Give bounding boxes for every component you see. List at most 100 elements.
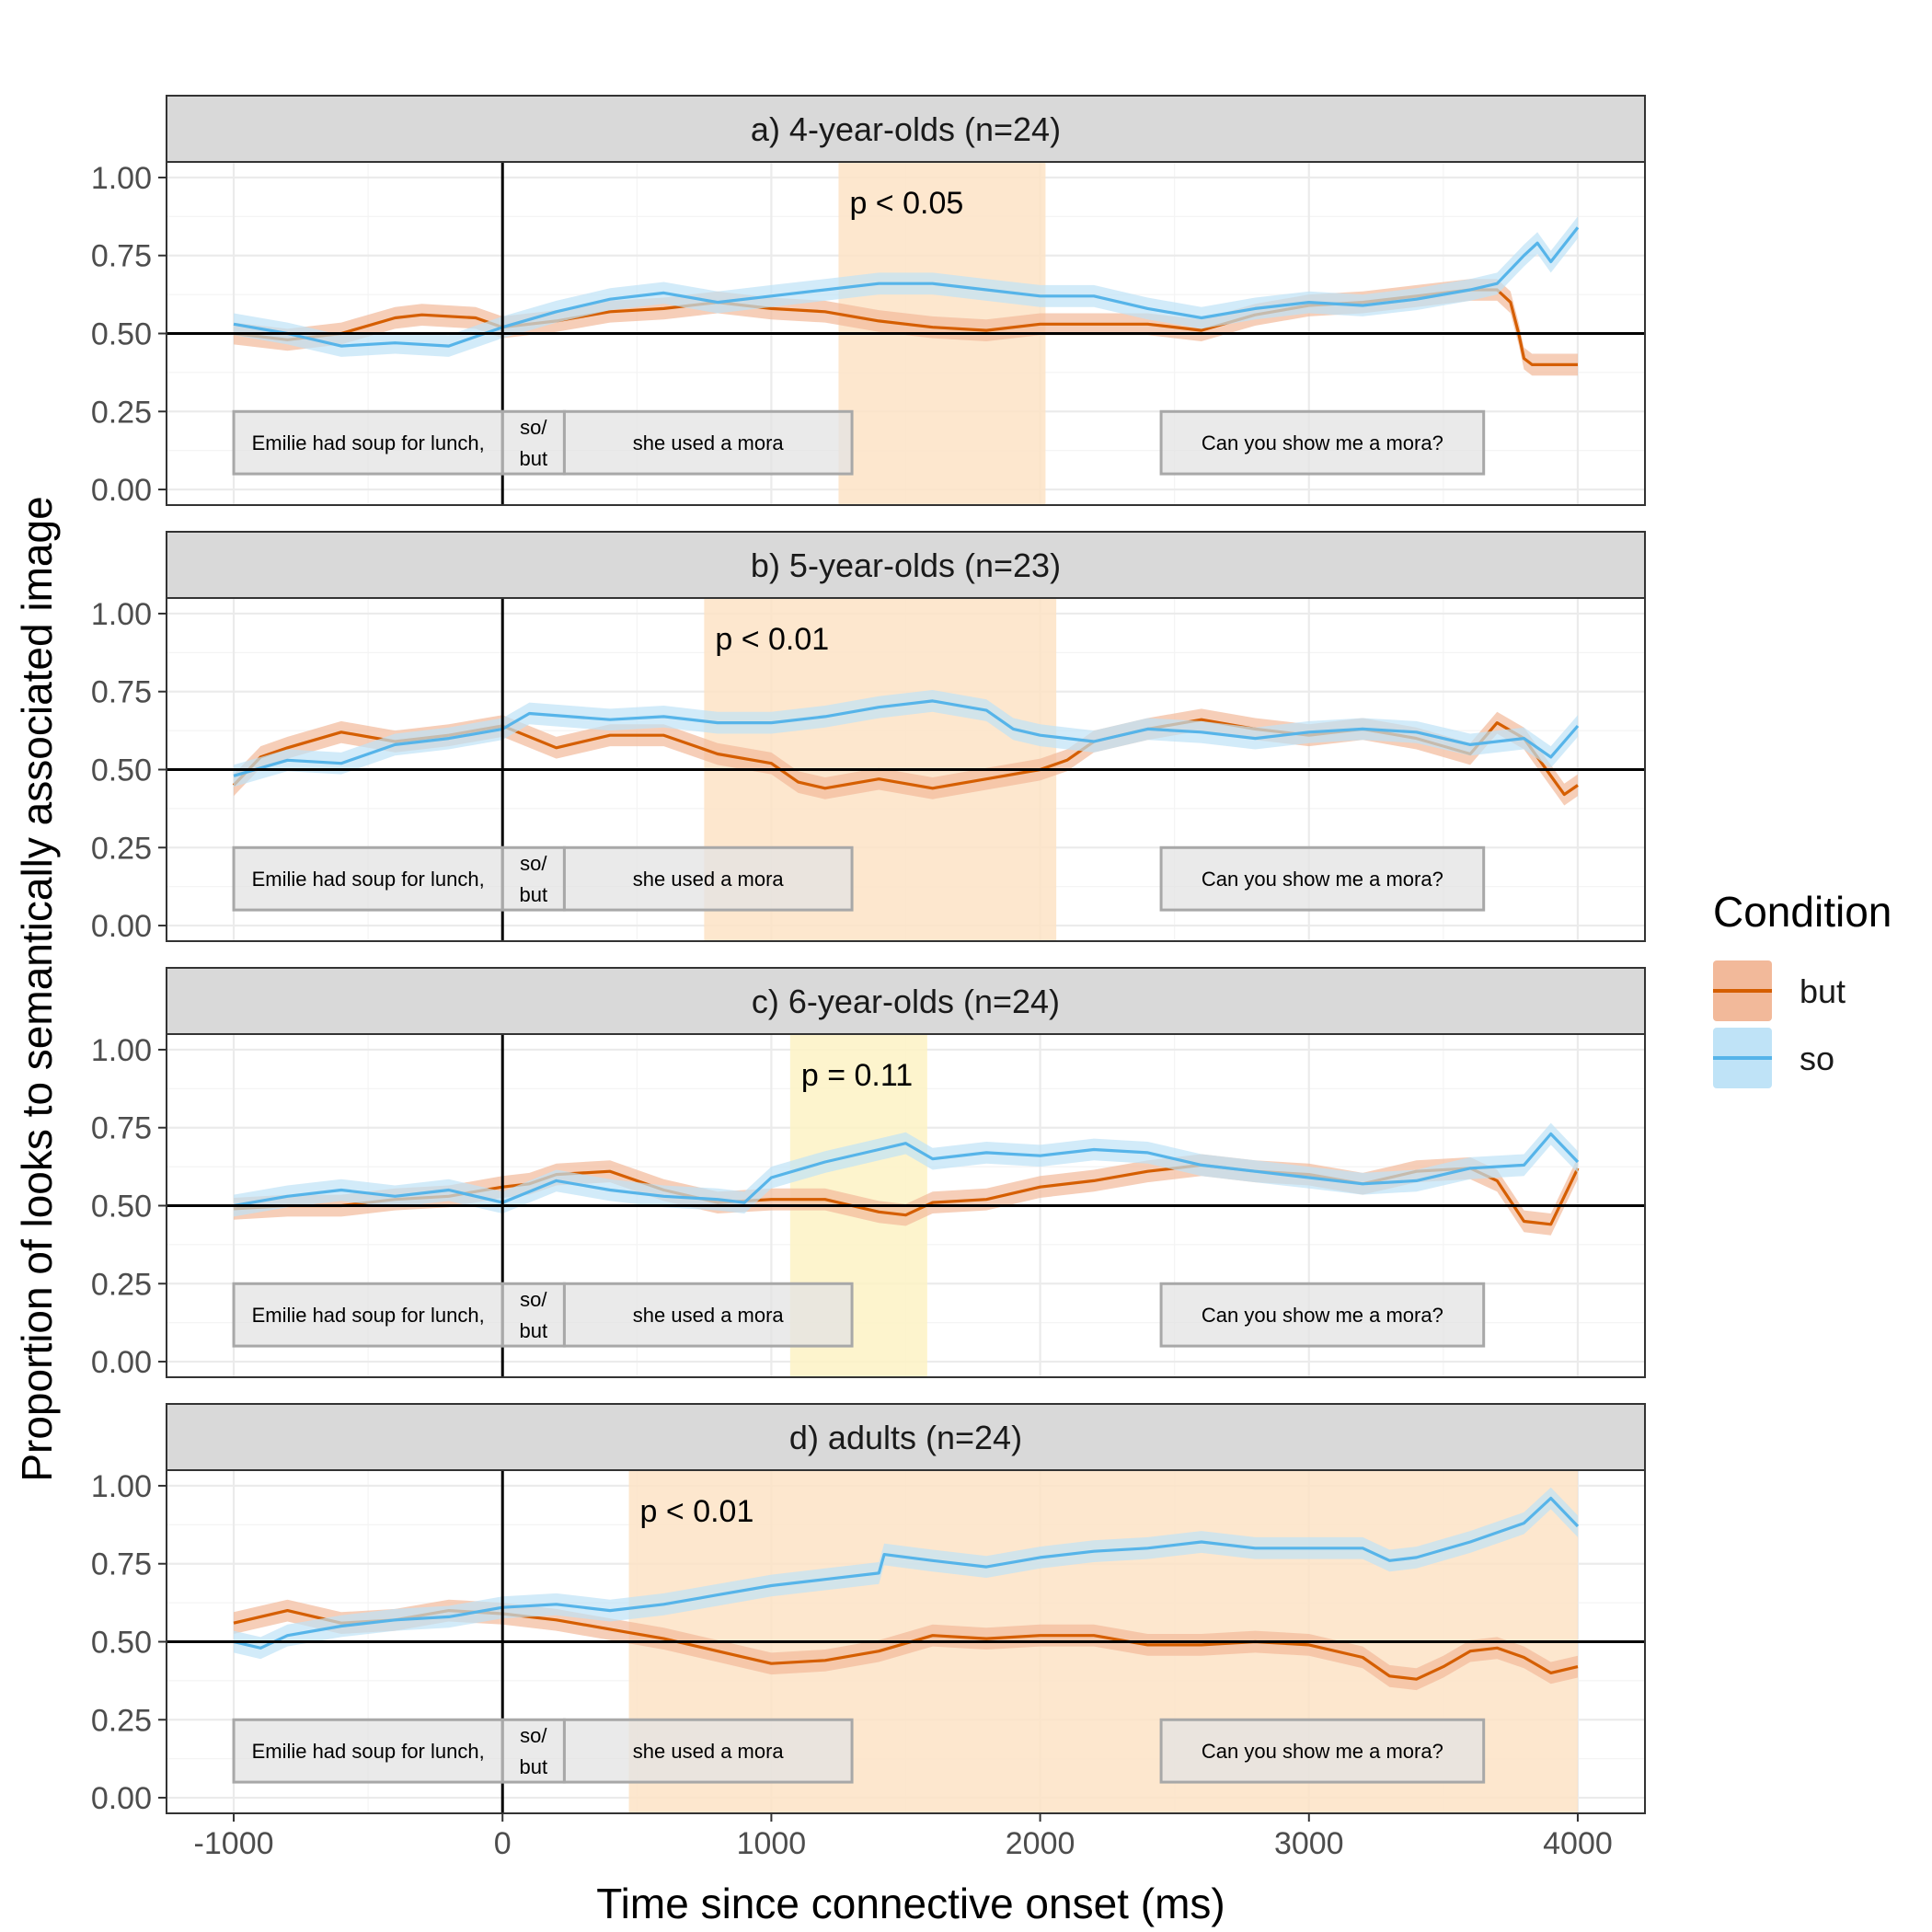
confidence-band-so	[234, 1122, 1578, 1217]
segment-text: she used a mora	[633, 1740, 785, 1763]
segment-box	[1159, 1282, 1486, 1348]
panel-strip	[166, 1403, 1646, 1471]
y-tick-label: 0.50	[91, 753, 152, 788]
x-tick-label: 1000	[737, 1826, 807, 1861]
segment-box	[500, 1282, 566, 1348]
segment-box	[232, 1282, 504, 1348]
sentence-segment: Can you show me a mora?	[1159, 409, 1486, 476]
segment-text: so/	[520, 416, 547, 439]
sentence-segment: Emilie had soup for lunch,	[232, 1718, 504, 1784]
legend-title: Condition	[1713, 888, 1892, 936]
segment-text: so/	[520, 1724, 547, 1747]
x-tick-label: 3000	[1274, 1826, 1344, 1861]
p-value-label: p < 0.01	[715, 622, 829, 657]
sentence-segment: so/but	[500, 409, 566, 476]
x-tick-label: 0	[494, 1826, 512, 1861]
segment-text: but	[520, 1319, 548, 1342]
y-tick-label: 0.75	[91, 1111, 152, 1146]
y-tick-label: 0.75	[91, 1547, 152, 1582]
segment-box	[500, 1718, 566, 1784]
p-value-label: p = 0.11	[801, 1058, 913, 1093]
x-tick-label: 2000	[1006, 1826, 1075, 1861]
y-tick-label: 1.00	[91, 1469, 152, 1504]
x-axis: -1000 0 1000 2000 3000 4000	[194, 1813, 1613, 1861]
segment-box	[562, 1718, 854, 1784]
y-tick-label: 0.25	[91, 831, 152, 866]
panel-title: a) 4-year-olds (n=24)	[751, 110, 1061, 148]
sentence-segment: Emilie had soup for lunch,	[232, 1282, 504, 1348]
segment-text: Can you show me a mora?	[1202, 1740, 1443, 1763]
segment-box	[562, 409, 854, 476]
segment-text: Can you show me a mora?	[1202, 431, 1443, 454]
y-tick-label: 0.75	[91, 675, 152, 710]
confidence-band-so	[234, 690, 1578, 788]
panel-3: c) 6-year-olds (n=24) p = 0.11 Emilie had …	[91, 967, 1646, 1380]
y-tick-label: 0.00	[91, 909, 152, 944]
legend-key-so	[1713, 1028, 1772, 1088]
segment-box	[1159, 409, 1486, 476]
segment-text: Can you show me a mora?	[1202, 868, 1443, 891]
panel-title: d) adults (n=24)	[789, 1419, 1022, 1456]
y-tick-label: 0.50	[91, 1626, 152, 1661]
segment-text: she used a mora	[633, 431, 785, 454]
panel-2: b) 5-year-olds (n=23) p < 0.01 Emilie had …	[91, 531, 1646, 944]
segment-text: Emilie had soup for lunch,	[252, 868, 485, 891]
sentence-segment: Emilie had soup for lunch,	[232, 409, 504, 476]
series-line-so	[233, 699, 1580, 777]
panels-layer: a) 4-year-olds (n=24) p < 0.05 Emilie had …	[91, 95, 1646, 1816]
panel-strip	[166, 967, 1646, 1035]
panel-title: c) 6-year-olds (n=24)	[752, 983, 1060, 1020]
y-tick-label: 0.00	[91, 473, 152, 508]
sentence-segment: Can you show me a mora?	[1159, 1718, 1486, 1784]
p-value-label: p < 0.01	[640, 1494, 754, 1529]
segment-text: but	[520, 883, 548, 906]
y-tick-label: 0.00	[91, 1345, 152, 1380]
sentence-segment: so/but	[500, 1282, 566, 1348]
sentence-segment: so/but	[500, 1718, 566, 1784]
segment-text: Emilie had soup for lunch,	[252, 1740, 485, 1763]
y-tick-label: 0.50	[91, 1190, 152, 1225]
panel-strip	[166, 531, 1646, 599]
segment-text: she used a mora	[633, 868, 785, 891]
sentence-segment: she used a mora	[562, 409, 854, 476]
panel-1: a) 4-year-olds (n=24) p < 0.05 Emilie had …	[91, 95, 1646, 508]
confidence-band-but	[234, 279, 1578, 376]
sentence-segment: Emilie had soup for lunch,	[232, 845, 504, 912]
y-axis-title: Proportion of looks to semantically asso…	[13, 496, 61, 1481]
series-line-so	[233, 1496, 1580, 1650]
y-tick-label: 0.25	[91, 1703, 152, 1738]
sentence-segment: so/but	[500, 845, 566, 912]
y-tick-label: 1.00	[91, 1033, 152, 1068]
segment-box	[562, 1282, 854, 1348]
segment-text: Emilie had soup for lunch,	[252, 431, 485, 454]
segment-box	[232, 409, 504, 476]
legend-label-so: so	[1800, 1040, 1834, 1077]
legend-label-but: but	[1800, 972, 1846, 1010]
y-tick-label: 1.00	[91, 161, 152, 196]
segment-text: she used a mora	[633, 1304, 785, 1327]
x-axis-title: Time since connective onset (ms)	[596, 1880, 1225, 1927]
y-tick-label: 0.75	[91, 239, 152, 274]
segment-box	[1159, 845, 1486, 912]
segment-box	[500, 845, 566, 912]
panel-title: b) 5-year-olds (n=23)	[751, 546, 1061, 584]
y-tick-label: 0.25	[91, 395, 152, 430]
x-tick-label: 4000	[1543, 1826, 1613, 1861]
segment-text: so/	[520, 852, 547, 875]
segment-text: so/	[520, 1288, 547, 1311]
segment-text: but	[520, 1755, 548, 1778]
panel-4: d) adults (n=24) p < 0.01 Emilie had soup …	[91, 1403, 1646, 1816]
segment-text: Emilie had soup for lunch,	[252, 1304, 485, 1327]
sentence-segment: she used a mora	[562, 1282, 854, 1348]
confidence-band-so	[234, 1487, 1578, 1660]
y-tick-label: 0.25	[91, 1267, 152, 1302]
sentence-segment: Can you show me a mora?	[1159, 1282, 1486, 1348]
panel-strip	[166, 95, 1646, 163]
segment-box	[1159, 1718, 1486, 1784]
legend-key-but	[1713, 960, 1772, 1021]
segment-text: but	[520, 447, 548, 470]
y-tick-label: 1.00	[91, 597, 152, 632]
x-tick-label: -1000	[194, 1826, 274, 1861]
y-tick-label: 0.50	[91, 317, 152, 352]
